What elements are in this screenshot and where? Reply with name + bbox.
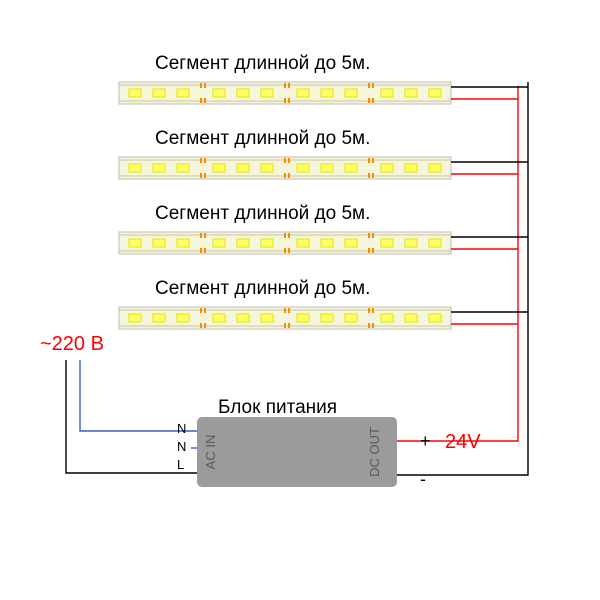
led-chip <box>321 89 333 97</box>
led-chip <box>237 314 249 322</box>
led-chip <box>297 239 309 247</box>
led-chip <box>405 164 417 172</box>
led-chip <box>297 89 309 97</box>
led-strip-2 <box>119 157 451 179</box>
led-chip <box>405 314 417 322</box>
led-chip <box>213 89 225 97</box>
led-chip <box>153 314 165 322</box>
led-chip <box>177 239 189 247</box>
led-chip <box>381 164 393 172</box>
led-chip <box>405 89 417 97</box>
led-chip <box>153 239 165 247</box>
segment-label-2: Сегмент длинной до 5м. <box>155 128 370 150</box>
led-strip-1 <box>119 82 451 104</box>
psu-dc-voltage: 24V <box>445 431 481 454</box>
led-chip <box>153 89 165 97</box>
segment-label-1: Сегмент длинной до 5м. <box>155 53 370 75</box>
led-chip <box>405 239 417 247</box>
led-chip <box>429 164 441 172</box>
psu-l: L <box>177 457 184 472</box>
psu-n2: N <box>177 439 186 454</box>
led-chip <box>429 314 441 322</box>
led-chip <box>129 89 141 97</box>
led-chip <box>261 239 273 247</box>
led-chip <box>345 239 357 247</box>
led-chip <box>261 89 273 97</box>
led-chip <box>213 239 225 247</box>
led-chip <box>297 164 309 172</box>
led-chip <box>237 89 249 97</box>
led-chip <box>429 239 441 247</box>
led-chip <box>345 89 357 97</box>
segment-label-4: Сегмент длинной до 5м. <box>155 278 370 300</box>
wire-dc-neg-bus <box>397 82 528 475</box>
led-chip <box>345 164 357 172</box>
led-chip <box>129 164 141 172</box>
led-chip <box>381 239 393 247</box>
led-chip <box>129 239 141 247</box>
led-chip <box>321 314 333 322</box>
led-chip <box>381 89 393 97</box>
led-chip <box>213 314 225 322</box>
led-chip <box>177 89 189 97</box>
psu-dc-out: DC OUT <box>367 427 382 477</box>
led-chip <box>177 164 189 172</box>
led-chip <box>261 164 273 172</box>
led-chip <box>297 314 309 322</box>
led-chip <box>321 239 333 247</box>
led-chip <box>345 314 357 322</box>
led-chip <box>153 164 165 172</box>
led-chip <box>429 89 441 97</box>
segment-label-3: Сегмент длинной до 5м. <box>155 203 370 225</box>
led-strip-4 <box>119 307 451 329</box>
led-chip <box>321 164 333 172</box>
led-chip <box>237 164 249 172</box>
psu-plus: + <box>420 431 431 452</box>
led-strip-3 <box>119 232 451 254</box>
led-chip <box>261 314 273 322</box>
psu-ac-in: AC IN <box>203 435 218 470</box>
psu-n1: N <box>177 421 186 436</box>
led-chip <box>381 314 393 322</box>
led-chip <box>177 314 189 322</box>
led-chip <box>129 314 141 322</box>
psu-minus: - <box>420 469 426 490</box>
mains-voltage: ~220 В <box>40 333 104 356</box>
wire-dc-pos-bus <box>397 86 518 441</box>
psu-title: Блок питания <box>218 397 337 419</box>
led-chip <box>213 164 225 172</box>
led-chip <box>237 239 249 247</box>
